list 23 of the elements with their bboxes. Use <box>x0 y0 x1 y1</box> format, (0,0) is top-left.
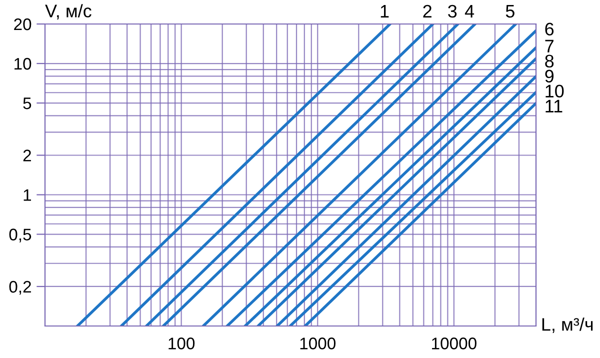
series-label: 4 <box>464 5 474 18</box>
y-tick-label: 2 <box>23 150 31 162</box>
y-tick-label: 5 <box>23 98 32 110</box>
series-label: 5 <box>506 5 514 18</box>
y-axis-title: V, м/с <box>45 4 92 20</box>
series-label: 3 <box>448 4 457 18</box>
y-tick-label: 20 <box>14 18 32 30</box>
series-label: 6 <box>545 22 554 36</box>
series-label: 7 <box>545 40 554 52</box>
y-tick-label: 0,5 <box>9 228 32 242</box>
x-tick-label: 10000 <box>432 338 476 350</box>
x-tick-label: 100 <box>168 338 195 350</box>
y-tick-label: 1 <box>24 189 31 201</box>
series-label: 8 <box>545 54 554 68</box>
y-tick-label: 0,2 <box>9 280 31 295</box>
x-axis-title: L, м³/ч <box>542 318 593 333</box>
series-label: 2 <box>423 4 432 18</box>
x-tick-label: 1000 <box>300 338 336 350</box>
series-label: 1 <box>380 5 389 18</box>
series-label: 11 <box>546 100 562 112</box>
y-tick-label: 10 <box>14 58 32 70</box>
series-label: 9 <box>545 70 554 83</box>
series-label: 10 <box>546 84 564 98</box>
